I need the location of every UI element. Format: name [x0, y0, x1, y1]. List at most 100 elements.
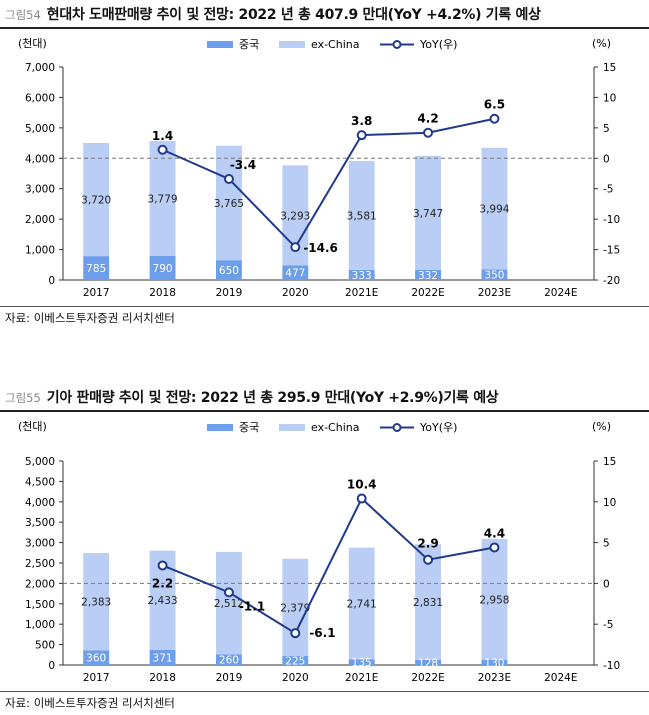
left-tick-label: 3,000	[25, 184, 55, 196]
yoy-point	[157, 560, 168, 571]
left-tick-label: 6,000	[25, 92, 55, 104]
left-tick-label: 2,000	[25, 214, 55, 226]
x-tick-label: 2017	[83, 287, 110, 299]
ex-china-value-label: 3,720	[81, 195, 111, 207]
ex-china-value-label: 2,433	[148, 595, 178, 607]
x-tick-label: 2020	[282, 287, 309, 299]
bar-china	[348, 269, 375, 280]
x-tick-label: 2020	[282, 672, 309, 684]
bar-ex-china	[481, 147, 508, 270]
yoy-point	[423, 554, 434, 565]
ex-china-value-label: 2,379	[280, 602, 310, 614]
china-value-label: 350	[484, 270, 504, 282]
right-tick-label: -10	[603, 214, 620, 226]
yoy-value-label: -1.1	[239, 599, 265, 613]
yoy-line	[162, 496, 495, 635]
china-value-label: 260	[219, 655, 239, 667]
legend: 중국 ex-China YoY(우)	[207, 421, 457, 434]
legend-marker-yoy	[392, 40, 402, 49]
left-tick-label: 7,000	[25, 62, 55, 74]
source-note: 자료: 이베스트투자증권 리서치센터	[5, 311, 175, 325]
title-rule	[0, 27, 649, 29]
yoy-value-label: 3.8	[351, 114, 372, 128]
x-tick-label: 2022E	[411, 672, 444, 684]
right-axis-unit: (%)	[592, 37, 611, 50]
hyundai-chart: (천대) (%) 중국 ex-China YoY(우) 0 1,000 2,000 3,000 4…	[18, 36, 620, 299]
yoy-point	[356, 493, 367, 504]
bar-ex-china	[83, 553, 110, 651]
ex-china-value-label: 3,779	[148, 193, 178, 205]
right-tick-label: -5	[603, 184, 613, 196]
source-rule	[0, 306, 649, 307]
yoy-value-label: 10.4	[347, 478, 377, 492]
source-rule	[0, 691, 649, 692]
left-tick-label: 4,000	[25, 497, 55, 509]
china-value-label: 360	[86, 653, 106, 665]
bar-china	[83, 650, 110, 665]
yoy-point	[223, 587, 234, 598]
legend-label-ex-china: ex-China	[311, 421, 359, 434]
bar-ex-china	[83, 142, 110, 257]
legend-swatch-ex-china	[279, 424, 305, 431]
left-tick-label: 3,500	[25, 517, 55, 529]
title-rule	[0, 410, 649, 412]
ex-china-value-label: 3,581	[347, 210, 377, 222]
yoy-value-label: -14.6	[303, 241, 338, 255]
left-tick-label: 4,000	[25, 153, 55, 165]
x-tick-label: 2021E	[345, 672, 378, 684]
china-value-label: 785	[86, 263, 106, 275]
ex-china-value-label: 2,383	[81, 597, 111, 609]
x-tick-label: 2017	[83, 672, 110, 684]
yoy-line	[162, 117, 495, 249]
left-tick-label: 4,500	[25, 476, 55, 488]
x-tick-label: 2022E	[411, 287, 444, 299]
yoy-value-label: 6.5	[484, 98, 505, 112]
x-tick-label: 2019	[216, 287, 243, 299]
bar-china	[415, 269, 442, 280]
right-tick-label: 5	[603, 123, 610, 135]
right-axis-unit: (%)	[592, 420, 611, 433]
left-tick-label: 2,000	[25, 578, 55, 590]
left-tick-label: 5,000	[25, 123, 55, 135]
yoy-point	[290, 628, 301, 639]
china-value-label: 477	[285, 268, 305, 280]
right-tick-label: 10	[603, 92, 616, 104]
figure-kia: 그림55 기아 판매량 추이 및 전망: 2022 년 총 295.9 만대(Yo…	[0, 383, 649, 715]
right-tick-label: 0	[603, 578, 610, 590]
left-tick-label: 1,500	[25, 599, 55, 611]
yoy-point	[356, 130, 367, 141]
china-value-label: 333	[352, 270, 372, 282]
figure-title-row: 그림54 현대차 도매판매량 추이 및 전망: 2022 년 총 407.9 만대…	[5, 4, 541, 24]
china-value-label: 128	[418, 657, 438, 669]
left-tick-label: 0	[48, 660, 55, 672]
figure-number: 그림55	[5, 391, 41, 405]
china-value-label: 332	[418, 270, 438, 282]
legend-label-yoy: YoY(우)	[419, 38, 457, 51]
legend-swatch-ex-china	[279, 41, 305, 48]
right-tick-label: 15	[603, 456, 616, 468]
yoy-point	[423, 127, 434, 138]
yoy-point	[290, 242, 301, 253]
china-value-label: 225	[285, 655, 305, 667]
right-tick-label: -5	[603, 619, 613, 631]
legend-label-china: 중국	[239, 38, 259, 51]
china-value-label: 130	[484, 657, 504, 669]
x-tick-label: 2018	[149, 287, 176, 299]
left-tick-label: 3,000	[25, 538, 55, 550]
right-tick-label: -10	[603, 660, 620, 672]
figure-title: 현대차 도매판매량 추이 및 전망: 2022 년 총 407.9 만대(YoY…	[46, 7, 541, 23]
source-note: 자료: 이베스트투자증권 리서치센터	[5, 696, 175, 710]
left-tick-label: 1,000	[25, 619, 55, 631]
china-value-label: 650	[219, 265, 239, 277]
legend-label-yoy: YoY(우)	[419, 421, 457, 434]
right-tick-label: 10	[603, 497, 616, 509]
ex-china-value-label: 2,958	[479, 594, 509, 606]
kia-chart: (천대) (%) 중국 ex-China YoY(우) 0 500 1,000 1,500 2,0…	[18, 419, 620, 684]
figure-number: 그림54	[5, 8, 41, 22]
x-tick-label: 2024E	[544, 672, 577, 684]
bar-china	[415, 659, 442, 665]
figure-title: 기아 판매량 추이 및 전망: 2022 년 총 295.9 만대(YoY +2…	[46, 390, 499, 406]
china-value-label: 135	[352, 657, 372, 669]
bar-china	[481, 659, 508, 665]
right-tick-label: 15	[603, 62, 616, 74]
